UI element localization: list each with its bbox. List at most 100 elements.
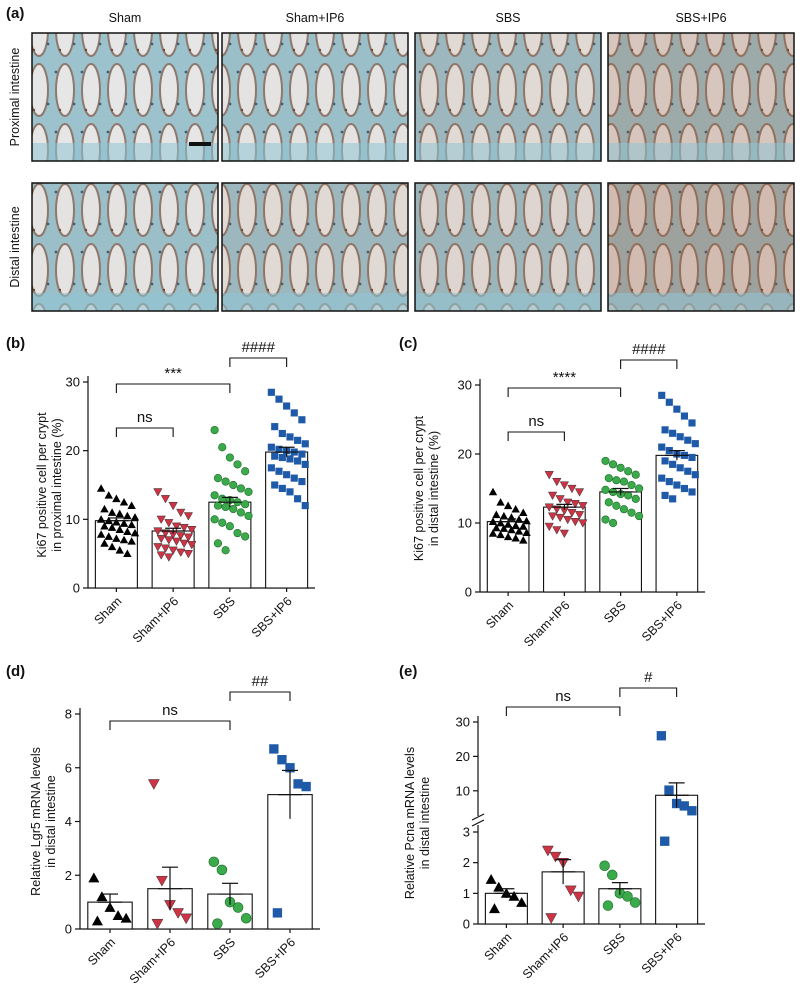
data-point (622, 891, 633, 902)
data-point (153, 488, 163, 497)
x-tick-label: SBS+IP6 (252, 935, 298, 981)
data-point (507, 525, 516, 534)
significance-label: #### (242, 339, 276, 356)
data-point (492, 510, 501, 519)
data-point (120, 912, 132, 923)
y-tick-label: 20 (66, 443, 80, 458)
data-point (241, 500, 250, 509)
y-tick-label: 0 (65, 922, 72, 937)
panel-d-label: (d) (6, 663, 25, 680)
data-point (549, 851, 562, 863)
significance-bracket (115, 383, 231, 393)
stain-overlay-1-2 (415, 183, 601, 311)
axis-break-mark (471, 813, 485, 821)
data-point (488, 529, 498, 537)
data-point (658, 474, 666, 482)
data-point (115, 509, 124, 518)
data-point (552, 526, 562, 535)
column-sham-ip6-title: Sham+IP6 (286, 11, 345, 25)
data-point (104, 491, 113, 499)
data-point (661, 457, 669, 465)
data-point (631, 494, 640, 503)
column-sham-title: Sham (109, 11, 142, 25)
micrograph-frame-0-3 (607, 32, 795, 162)
micrograph-1-3 (608, 183, 794, 311)
micrograph-1-2 (415, 183, 601, 311)
data-point (563, 515, 573, 525)
significance-bracket (619, 687, 678, 697)
data-point (119, 535, 129, 544)
data-point (229, 480, 238, 490)
data-point (232, 902, 244, 913)
y-axis-label-line1: Relative Pcna mRNA levels (403, 747, 417, 899)
data-point (290, 409, 298, 417)
y-tick-label: 0 (465, 585, 472, 600)
data-point (156, 551, 166, 560)
chart-d: 0 2 4 6 8 Relative Lgr5 mRNA levels in distal … (29, 673, 320, 987)
data-point (218, 518, 227, 527)
data-point (241, 467, 250, 476)
data-point (88, 872, 100, 883)
data-point (183, 533, 194, 542)
data-point (631, 470, 640, 479)
y-axis-label-line1: Ki67 positive cell per crypt (412, 415, 426, 561)
x-tick-label: SBS (210, 594, 238, 622)
data-point (283, 471, 291, 479)
data-point (684, 467, 692, 475)
x-tick-label: Sham (482, 930, 515, 963)
data-point (267, 388, 275, 396)
data-point (179, 523, 189, 533)
data-point (267, 464, 275, 472)
micrograph-frame-0-0 (31, 32, 219, 162)
data-point (213, 539, 223, 548)
data-point (673, 405, 681, 413)
data-point (570, 500, 580, 509)
data-point (658, 391, 666, 399)
micrograph-frame-1-3 (607, 182, 795, 312)
data-point (301, 440, 309, 448)
column-sbs-title: SBS (495, 11, 520, 25)
data-point (151, 918, 164, 930)
data-point (119, 519, 129, 527)
data-point (278, 484, 286, 493)
data-point (123, 527, 132, 536)
data-point (176, 532, 186, 541)
submucosa-band-1-0 (32, 293, 218, 311)
y-axis-label-line2: in distal intestine (418, 777, 432, 869)
data-point (210, 491, 219, 500)
column-sbs-ip6-title: SBS+IP6 (675, 11, 726, 25)
data-point (286, 433, 294, 441)
x-tick-label: Sham+IP6 (520, 930, 571, 981)
data-point (545, 913, 558, 924)
submucosa-band-0-0 (32, 143, 218, 161)
data-point (218, 494, 227, 503)
data-point (544, 471, 554, 480)
data-point (503, 532, 513, 541)
data-point (156, 515, 166, 525)
data-point (104, 532, 113, 540)
data-point (612, 501, 621, 510)
data-point (619, 477, 629, 486)
data-point (176, 508, 186, 518)
micrograph-frame-1-1 (221, 182, 409, 312)
y-tick-label: 3 (463, 825, 470, 840)
data-point (156, 534, 166, 544)
data-point (171, 522, 182, 531)
data-point (278, 453, 286, 462)
data-point (660, 836, 670, 846)
data-point (570, 518, 580, 527)
micrograph-0-2 (415, 33, 601, 161)
submucosa-band-0-3 (608, 143, 794, 161)
micrograph-0-3 (608, 33, 794, 161)
data-point (555, 513, 565, 523)
axis-break-mark (471, 819, 485, 827)
data-point (187, 526, 197, 535)
data-point (225, 453, 234, 462)
micrograph-frame-0-2 (414, 32, 602, 162)
data-point (488, 903, 500, 914)
row-distal-label: Distal intestine (8, 206, 22, 287)
data-point (96, 891, 108, 902)
data-point (608, 518, 618, 528)
data-point (669, 429, 677, 437)
data-point (519, 522, 528, 530)
